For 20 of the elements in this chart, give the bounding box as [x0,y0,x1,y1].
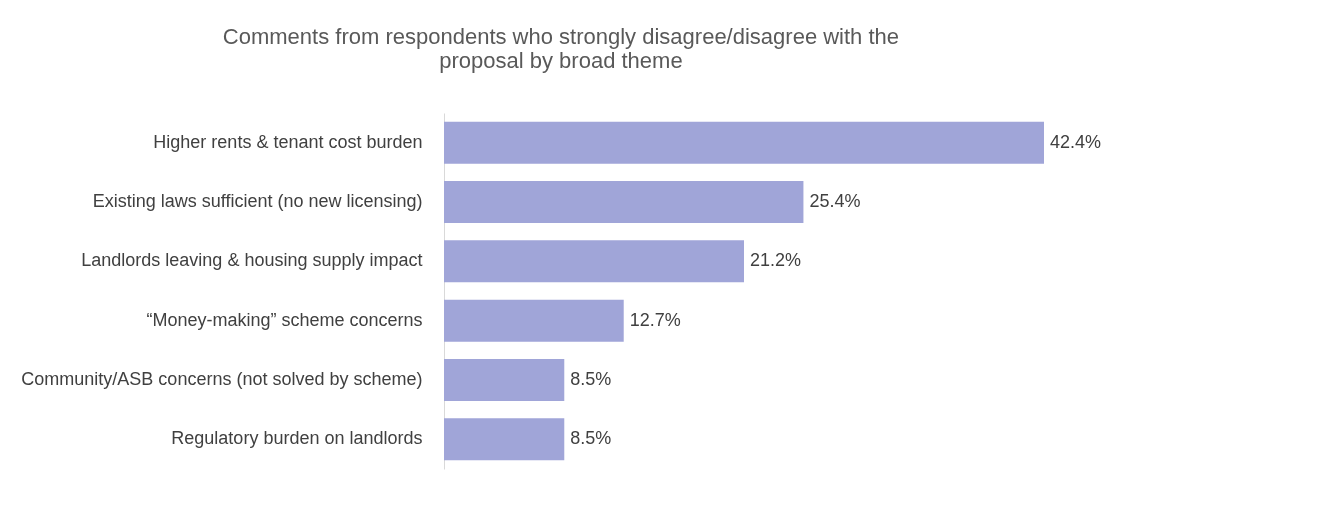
bar [444,359,565,401]
text: proposal by broad theme [439,48,683,73]
bar [444,181,804,223]
data-label: 42.4% [1050,131,1102,152]
data-label: 21.2% [750,250,802,271]
y-tick-label: “Money-making” scheme concerns [146,309,423,330]
bar [444,418,565,461]
bar [444,121,1044,164]
bar [444,240,744,283]
data-label: 12.7% [629,309,681,330]
data-label: 8.5% [570,369,612,389]
y-tick-label: Landlords leaving & housing supply impact [81,250,423,271]
data-label: 8.5% [570,428,612,449]
y-tick-label: Higher rents & tenant cost burden [153,131,423,152]
text: Comments from respondents who strongly disagree/disagree with the [222,24,900,49]
bar [444,299,624,342]
y-tick-label: Existing laws sufficient (no new licensing) [92,191,423,211]
data-label: 25.4% [809,191,861,211]
y-tick-label: Community/ASB concerns (not solved by scheme) [21,369,423,389]
y-tick-label: Regulatory burden on landlords [171,428,423,449]
